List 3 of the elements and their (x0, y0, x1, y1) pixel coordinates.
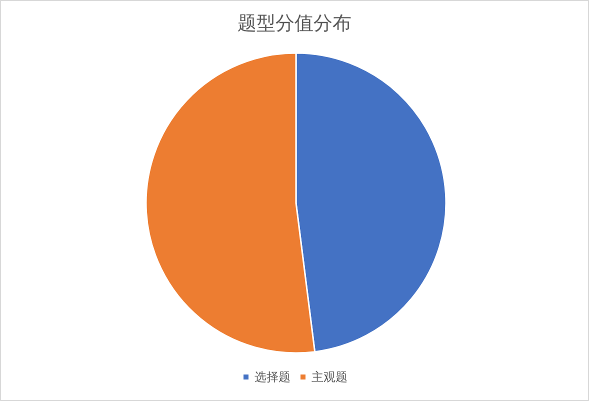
legend-label: 选择题 (254, 370, 290, 384)
legend-label: 主观题 (312, 370, 348, 384)
chart-title: 题型分值分布 (238, 12, 352, 34)
